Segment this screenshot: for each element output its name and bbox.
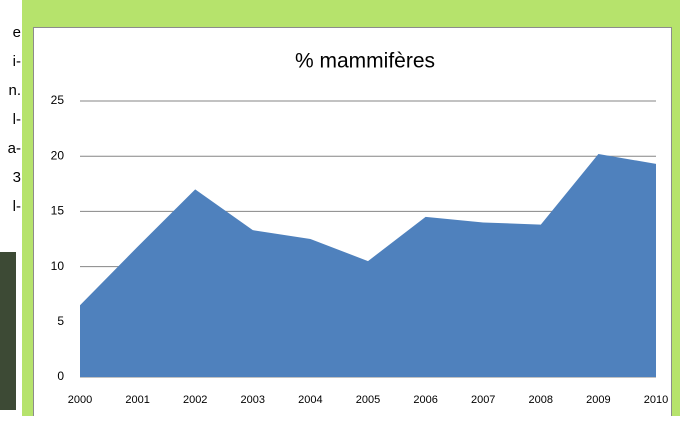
- left-text: e: [13, 24, 21, 41]
- x-tick-label: 2009: [586, 394, 610, 406]
- x-tick-label: 2005: [356, 394, 380, 406]
- x-tick-label: 2002: [183, 394, 207, 406]
- left-text: a-: [8, 140, 21, 157]
- left-text: n.: [8, 82, 21, 99]
- left-image: [0, 252, 16, 410]
- left-text: 3: [13, 169, 21, 186]
- y-tick-label: 15: [51, 204, 65, 218]
- chart-title: % mammifères: [295, 50, 435, 73]
- x-tick-label: 2008: [529, 394, 553, 406]
- y-tick-label: 5: [57, 314, 64, 328]
- left-text: l-: [13, 198, 21, 215]
- x-tick-label: 2010: [644, 394, 668, 406]
- x-tick-label: 2000: [68, 394, 92, 406]
- area: [80, 153, 656, 377]
- y-tick-label: 25: [51, 93, 65, 107]
- y-tick-label: 10: [51, 259, 65, 273]
- left-text: i-: [13, 53, 21, 70]
- left-text: l-: [13, 111, 21, 128]
- x-tick-label: 2003: [241, 394, 265, 406]
- x-tick-label: 2007: [471, 394, 495, 406]
- x-tick-label: 2001: [125, 394, 149, 406]
- x-tick-label: 2004: [298, 394, 322, 406]
- y-tick-label: 20: [51, 148, 65, 162]
- y-tick-label: 0: [57, 369, 64, 383]
- x-tick-label: 2006: [413, 394, 437, 406]
